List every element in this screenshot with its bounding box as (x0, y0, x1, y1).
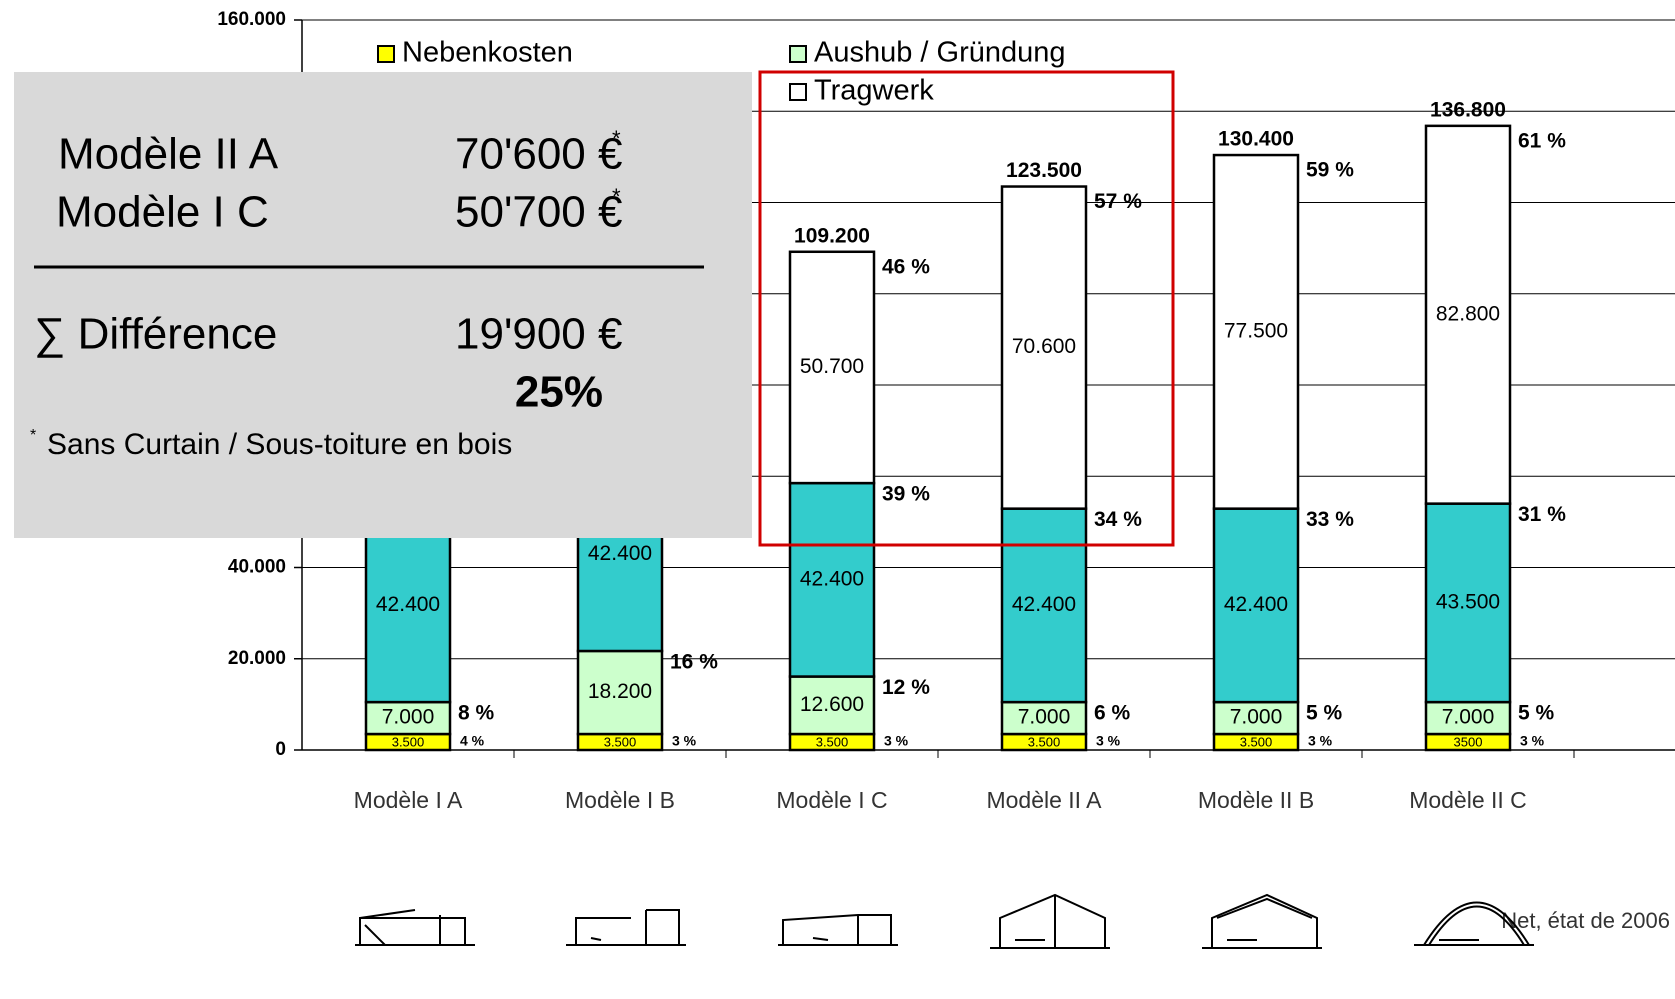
legend-swatch (789, 45, 807, 63)
bar-segment (1000, 185, 1088, 510)
bar-segment (1424, 502, 1512, 704)
percent-label: 3 % (1308, 733, 1333, 749)
legend-swatch (377, 45, 395, 63)
summary-panel: Modèle II A 70'600 € * Modèle I C 50'700… (14, 72, 752, 538)
difference-label: ∑ Différence (34, 310, 277, 359)
panel-bg (14, 72, 752, 538)
percent-label: 59 % (1306, 159, 1354, 182)
y-tick-label: 40.000 (228, 557, 286, 578)
bar-segment (364, 507, 452, 704)
legend-label: Tragwerk (814, 75, 934, 107)
highlight-box (758, 70, 1175, 547)
total-label: 136.800 (1430, 98, 1506, 121)
y-tick-label: 0 (275, 739, 286, 760)
value-label: 70.600 (1012, 335, 1076, 358)
x-tick-label: Modèle II C (1409, 787, 1527, 813)
value-label: 42.400 (1012, 593, 1076, 616)
percent-label: 16 % (670, 651, 718, 674)
x-tick-label: Modèle I A (354, 787, 463, 813)
bar-segment (1212, 507, 1300, 704)
percent-label: 6 % (1094, 702, 1131, 725)
x-tick-label: Modèle II A (986, 787, 1102, 813)
footnote-mark: * (30, 427, 36, 444)
row-mark: * (612, 184, 621, 209)
value-label: 7.000 (1442, 706, 1495, 729)
percent-label: 3 % (672, 733, 697, 749)
value-label: 77.500 (1224, 319, 1288, 342)
difference-value: 19'900 € (455, 310, 622, 359)
value-label: 7.000 (1018, 706, 1071, 729)
row-mark: * (612, 126, 621, 151)
value-label: 3.500 (1240, 734, 1273, 749)
x-tick-label: Modèle II B (1198, 787, 1314, 813)
label-bg (796, 692, 868, 719)
row-value: 50'700 € (455, 188, 622, 237)
footnote: Sans Curtain / Sous-toiture en bois (47, 428, 512, 461)
total-label: 109.200 (794, 224, 870, 247)
value-label: 42.400 (588, 542, 652, 565)
percent-label: 12 % (882, 676, 930, 699)
row-label: Modèle I C (56, 188, 269, 237)
value-label: 3.500 (604, 734, 637, 749)
difference-percent: 25% (515, 368, 603, 417)
row-label: Modèle II A (58, 130, 279, 179)
x-tick-label: Modèle I B (565, 787, 675, 813)
legend-swatch (789, 83, 807, 101)
value-label: 12.600 (800, 693, 864, 716)
bar-segment (1000, 507, 1088, 704)
legend-label: Nebenkosten (402, 37, 573, 69)
bar-segment (788, 250, 876, 485)
percent-label: 3 % (1520, 733, 1545, 749)
y-tick-label: 160.000 (217, 9, 286, 30)
value-label: 43.500 (1436, 590, 1500, 613)
value-label: 3.500 (816, 734, 849, 749)
total-label: 130.400 (1218, 128, 1294, 151)
x-tick-label: Modèle I C (776, 787, 887, 813)
building-icons (355, 893, 1534, 949)
value-label: 3500 (1454, 734, 1483, 749)
value-label: 42.400 (376, 593, 440, 616)
value-label: 7.000 (1230, 706, 1283, 729)
label-bg (1008, 705, 1080, 732)
label-bg (584, 679, 656, 706)
percent-label: 4 % (460, 733, 485, 749)
percent-label: 39 % (882, 483, 930, 506)
percent-label: 5 % (1518, 702, 1555, 725)
percent-label: 57 % (1094, 190, 1142, 213)
percent-label: 3 % (884, 733, 909, 749)
bar-segment (1424, 124, 1512, 505)
bar-segment (788, 481, 876, 678)
value-label: 3.500 (392, 734, 425, 749)
label-bg (1432, 705, 1504, 732)
value-label: 42.400 (1224, 593, 1288, 616)
value-label: 50.700 (800, 355, 864, 378)
bar-segment (1212, 153, 1300, 510)
percent-label: 31 % (1518, 503, 1566, 526)
legend-label: Aushub / Gründung (814, 37, 1066, 69)
note: Net, état de 2006 (1501, 908, 1670, 933)
value-label: 3.500 (1028, 734, 1061, 749)
percent-label: 46 % (882, 255, 930, 278)
percent-label: 34 % (1094, 508, 1142, 531)
percent-label: 8 % (458, 702, 495, 725)
label-bg (372, 705, 444, 732)
percent-label: 5 % (1306, 702, 1343, 725)
value-label: 7.000 (382, 706, 435, 729)
value-label: 82.800 (1436, 302, 1500, 325)
percent-label: 61 % (1518, 129, 1566, 152)
total-label: 123.500 (1006, 159, 1082, 182)
y-tick-label: 20.000 (228, 648, 286, 669)
percent-label: 33 % (1306, 508, 1354, 531)
value-label: 18.200 (588, 680, 652, 703)
value-label: 42.400 (800, 567, 864, 590)
label-bg (1220, 705, 1292, 732)
row-value: 70'600 € (455, 130, 622, 179)
percent-label: 3 % (1096, 733, 1121, 749)
